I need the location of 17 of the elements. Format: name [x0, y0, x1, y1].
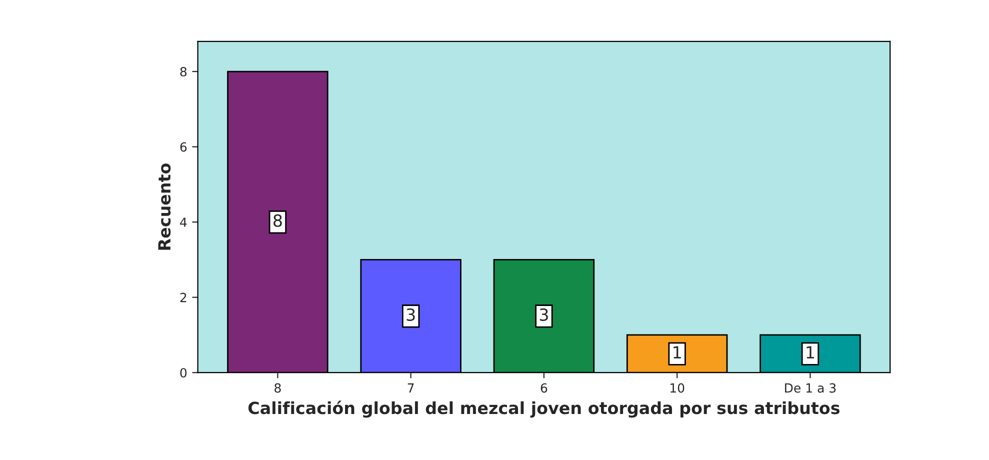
y-tick-label: 4	[180, 218, 187, 227]
data-label: 1	[674, 346, 681, 358]
x-tick-label: 8	[274, 383, 281, 393]
y-axis-title: Recuento	[158, 163, 171, 250]
y-tick-label: 0	[180, 368, 187, 378]
x-tick-label: 10	[670, 383, 684, 393]
data-label: 1	[806, 346, 814, 358]
data-label: 8	[274, 214, 282, 227]
x-tick-label: 6	[540, 383, 548, 393]
x-axis-title: Calificación global del mezcal joven otorgada por sus atributos	[248, 400, 840, 418]
y-tick-label: 6	[180, 142, 187, 152]
data-label: 3	[540, 308, 548, 321]
x-tick-label: 7	[408, 383, 414, 393]
data-label: 3	[406, 308, 415, 321]
y-tick-label: 2	[180, 292, 186, 302]
x-tick-label: De 1 a 3	[785, 383, 836, 393]
y-tick-label: 8	[180, 66, 187, 76]
